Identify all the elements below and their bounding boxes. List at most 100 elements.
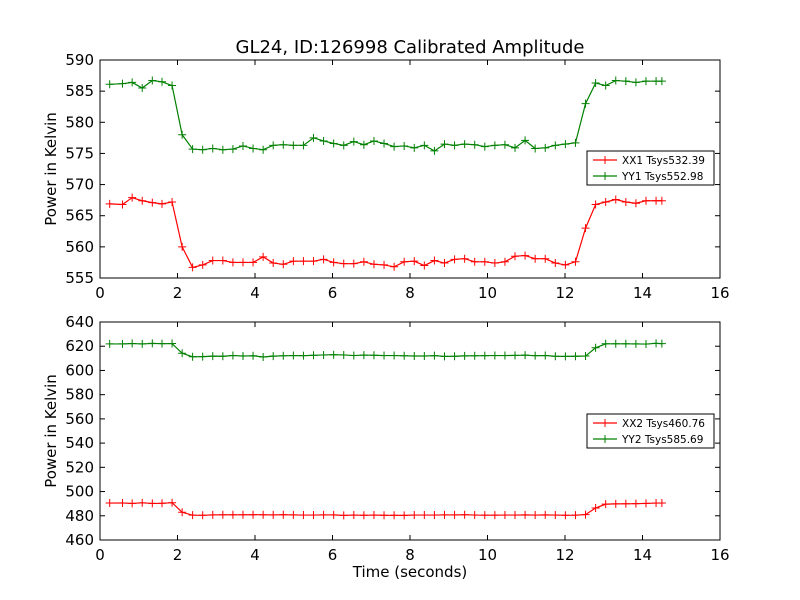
x-tick-label: 12 [555,546,574,564]
x-tick-label: 14 [633,284,652,302]
data-point-marker [480,351,489,360]
data-point-marker [420,141,429,150]
x-tick-label: 10 [478,546,497,564]
data-point-marker [158,77,166,86]
legend-marker [601,435,609,443]
data-point-marker [198,260,207,269]
data-point-marker [521,136,530,145]
data-point-marker [279,510,288,519]
data-point-marker [128,339,137,348]
data-point-marker [601,500,610,509]
data-point-marker [118,79,127,88]
data-point-marker [561,260,570,269]
data-point-marker [380,511,389,520]
data-point-marker [218,510,227,519]
y-tick-label: 600 [65,361,94,379]
data-point-marker [480,257,489,266]
data-point-marker [470,140,479,149]
data-point-marker [657,196,666,205]
data-point-marker [551,141,560,150]
data-point-marker [158,339,166,348]
data-point-marker [218,145,227,154]
data-point-marker [657,339,666,348]
legend-box [586,150,715,186]
x-tick-label: 4 [250,284,260,302]
data-point-marker [289,351,298,360]
data-point-marker [430,256,439,265]
data-point-marker [581,352,590,361]
x-tick-label: 10 [478,284,497,302]
data-point-marker [511,351,520,360]
data-point-marker [269,510,278,519]
data-point-marker [158,499,166,508]
data-point-marker [490,259,499,268]
data-point-marker [657,499,666,508]
data-point-marker [208,510,217,519]
data-point-marker [611,195,620,204]
x-tick-label: 6 [328,546,338,564]
data-point-marker [420,511,429,520]
data-point-marker [289,141,298,150]
data-point-marker [430,351,439,360]
data-point-marker [299,257,308,266]
data-point-marker [511,143,520,152]
x-tick-label: 6 [328,284,338,302]
data-point-marker [621,198,630,207]
data-point-marker [390,351,399,360]
data-point-marker [188,511,197,520]
data-point-marker [621,499,630,508]
data-point-marker [138,196,147,205]
data-point-marker [611,339,620,348]
data-point-marker [369,351,378,360]
data-point-marker [228,145,237,154]
data-point-marker [601,81,610,90]
data-point-marker [259,510,268,519]
data-point-marker [450,510,459,519]
data-point-marker [138,84,147,93]
y-tick-label: 500 [65,483,94,501]
y-tick-label: 580 [65,386,94,404]
data-point-marker [571,138,580,147]
data-point-marker [339,511,348,520]
data-point-marker [500,351,509,360]
y-tick-label: 640 [65,313,94,331]
y-tick-label: 480 [65,507,94,525]
data-point-marker [400,141,409,150]
data-point-marker [188,263,197,272]
data-point-marker [460,510,469,519]
data-point-marker [581,99,590,108]
data-point-marker [511,511,520,520]
y-tick-label: 620 [65,337,94,355]
data-point-marker [641,196,650,205]
data-point-marker [359,511,368,520]
data-point-marker [228,258,237,267]
data-point-marker [631,78,640,87]
data-point-marker [641,499,650,508]
data-point-marker [611,76,620,85]
data-point-marker [571,511,580,520]
data-point-marker [105,499,114,508]
data-point-marker [238,141,247,150]
data-point-marker [521,351,530,360]
data-point-marker [299,511,308,520]
data-point-marker [571,352,580,361]
data-point-marker [279,260,288,269]
data-point-marker [349,137,358,146]
data-point-marker [339,350,348,359]
data-point-marker [105,199,114,208]
data-point-marker [148,499,157,508]
data-point-marker [621,77,630,86]
data-point-marker [571,257,580,266]
data-point-marker [168,339,177,348]
data-point-marker [470,257,479,266]
data-point-marker [118,200,127,209]
figure-title: GL24, ID:126998 Calibrated Amplitude [236,37,585,58]
data-point-marker [641,77,650,86]
data-point-marker [148,339,157,348]
x-axis-label: Time (seconds) [352,563,468,581]
data-point-marker [208,256,217,265]
data-point-marker [249,258,258,267]
data-point-marker [521,510,530,519]
data-point-marker [561,140,570,149]
data-point-marker [657,77,666,86]
